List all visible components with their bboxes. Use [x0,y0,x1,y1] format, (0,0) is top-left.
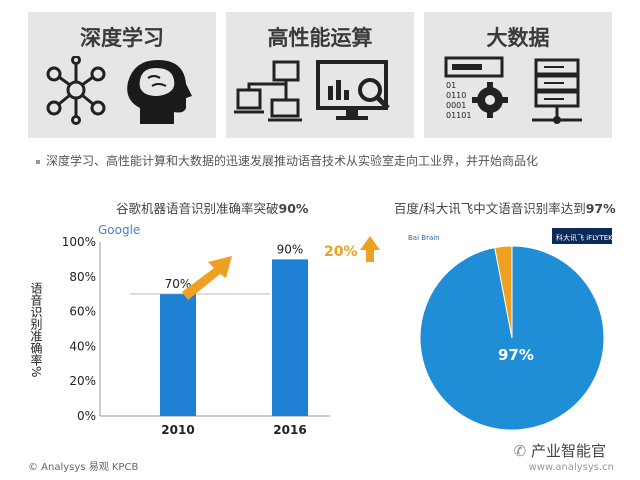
svg-text:01: 01 [446,81,456,90]
bar-chart-title: 谷歌机器语音识别准确率突破90% [116,198,308,217]
panel-title: 深度学习 [80,26,164,50]
y-axis-label: 语音识别准确率% [30,282,43,378]
iflytek-logo: 科大讯飞 iFLYTEK [556,233,613,242]
baidu-brain-logo: Bai Brain [408,234,440,242]
brain-head-icon [127,60,192,124]
growth-annotation: 20% [324,244,358,260]
up-arrow-icon [360,236,380,262]
panel-big-data: 大数据 01 0110 0001 01101 [424,12,612,138]
bar-data-label: 70% [165,277,192,291]
wechat-brand: ✆ 产业智能官 [514,440,606,461]
y-tick-label: 20% [69,374,96,388]
analytics-monitor-icon [316,60,390,120]
binary-gear-icon: 01 0110 0001 01101 [444,56,508,120]
bar-data-label: 90% [277,242,304,256]
site-url: www.analysys.cn [528,462,614,473]
panel-hpc: 高性能运算 [226,12,414,138]
growth-arrow [182,256,232,300]
bar-chart: Google 0% 20% 40% 60% 80% 100% 70% 2010 90% 2016… [30,223,380,437]
pie-data-label: 97% [498,346,534,364]
panel-title: 高性能运算 [267,26,373,50]
network-node-icon [46,56,106,125]
pie-chart-title-text: 百度/科大讯飞中文语音识别率达到 [394,201,586,216]
bar-2016 [272,259,308,416]
panel-title: 大数据 [486,26,550,50]
source-credit: © Analysys 易观 KPCB [28,462,139,473]
svg-text:0001: 0001 [446,101,466,110]
bar-chart-title-highlight: 90% [278,201,309,216]
wechat-icon: ✆ [513,442,527,460]
x-tick-label: 2016 [273,423,306,437]
pie-slice-rest [494,245,513,339]
summary-bullet: 深度学习、高性能计算和大数据的迅速发展推动语音技术从实验室走向工业界，并开始商品… [36,152,538,169]
y-tick-label: 0% [77,409,96,423]
connected-computers-icon [234,60,302,122]
y-tick-label: 40% [69,339,96,353]
wechat-account: 产业智能官 [530,442,606,460]
y-tick-label: 60% [69,305,96,319]
panel-deep-learning: 深度学习 [28,12,216,138]
pie-chart: Bai Brain 科大讯飞 iFLYTEK 97% [408,228,613,431]
google-logo: Google [98,223,140,237]
bar-2010 [160,294,196,416]
y-tick-label: 80% [69,270,96,284]
server-stack-icon [532,58,582,124]
summary-text: 深度学习、高性能计算和大数据的迅速发展推动语音技术从实验室走向工业界，并开始商品… [46,154,539,168]
x-tick-label: 2010 [161,423,194,437]
bar-chart-title-text: 谷歌机器语音识别准确率突破 [116,201,279,216]
y-tick-label: 100% [62,235,96,249]
svg-text:01101: 01101 [446,111,471,120]
bullet-dot [36,159,40,164]
pie-chart-title-highlight: 97% [585,201,616,216]
pie-chart-title: 百度/科大讯飞中文语音识别率达到97% [394,198,616,217]
svg-text:0110: 0110 [446,91,466,100]
iflytek-logo-box [552,228,612,244]
